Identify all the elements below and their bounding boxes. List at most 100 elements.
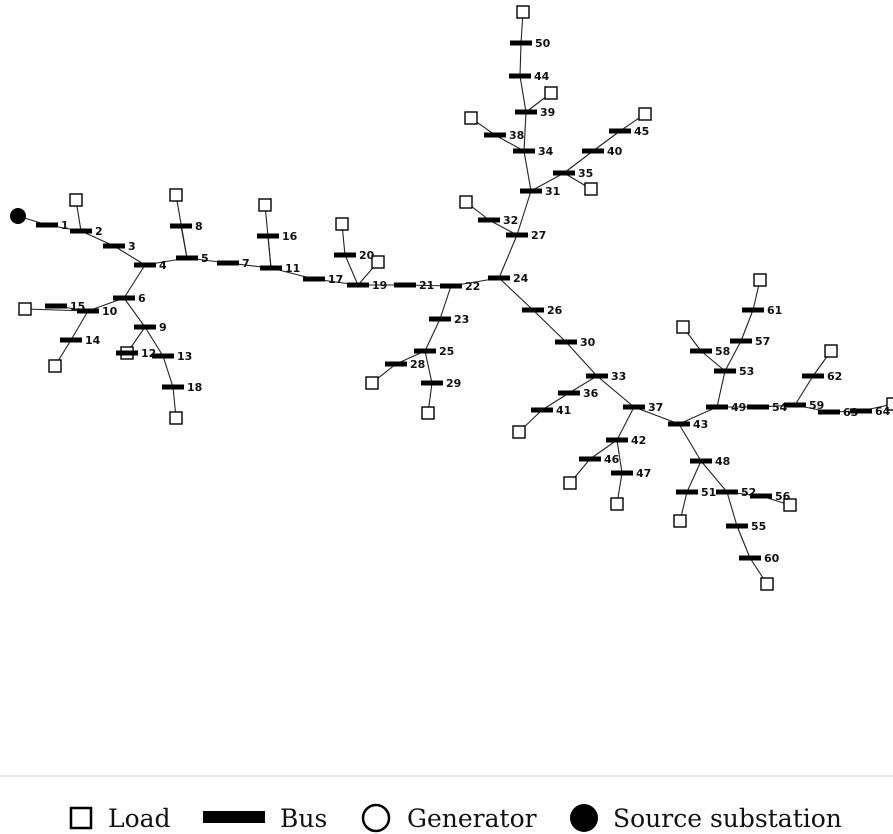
bus-15-bar (45, 303, 67, 309)
loads-layer (18, 5, 893, 591)
bus-23-label: 23 (454, 313, 469, 326)
bus-47-label: 47 (636, 467, 651, 480)
load-square (169, 411, 183, 425)
load-square (365, 376, 379, 390)
bus-58-label: 58 (715, 345, 730, 358)
bus-62-label: 62 (827, 370, 842, 383)
bus-59-label: 59 (809, 399, 824, 412)
feeder-line (498, 234, 518, 279)
bus-34-label: 34 (538, 145, 554, 158)
bus-63-bar (818, 409, 840, 415)
bus-56-bar (750, 493, 772, 499)
bus-37-bar (623, 404, 645, 410)
bus-29-label: 29 (446, 377, 461, 390)
load-square (673, 514, 687, 528)
bus-44-bar (509, 73, 531, 79)
bus-33-label: 33 (611, 370, 626, 383)
bus-17-label: 17 (328, 273, 343, 286)
load-square (69, 193, 83, 207)
bus-59-bar (784, 402, 806, 408)
feeder-line (740, 309, 754, 342)
bus-23-bar (429, 316, 451, 322)
feeder-line (523, 111, 527, 152)
bus-4-label: 4 (159, 259, 167, 272)
load-square (563, 476, 577, 490)
bus-42-label: 42 (631, 434, 646, 447)
bus-18-bar (162, 384, 184, 390)
bus-50-label: 50 (535, 37, 551, 50)
bus-15-label: 15 (70, 300, 85, 313)
feeder-line (794, 375, 814, 406)
bus-6-label: 6 (138, 292, 146, 305)
bus-35-bar (553, 170, 575, 176)
bus-27-bar (506, 232, 528, 238)
load-square (512, 425, 526, 439)
bus-43-bar (668, 421, 690, 427)
load-square (760, 577, 774, 591)
feeder-line (726, 491, 738, 527)
bus-30-bar (555, 339, 577, 345)
bus-37-label: 37 (648, 401, 663, 414)
bus-29-bar (421, 380, 443, 386)
legend-item-bus: Bus (203, 804, 327, 833)
feeder-line (616, 439, 623, 474)
bus-46-bar (579, 456, 601, 462)
bus-30-label: 30 (580, 336, 596, 349)
bus-19-label: 19 (372, 279, 387, 292)
bus-55-label: 55 (751, 520, 766, 533)
bus-50-bar (510, 40, 532, 46)
feeder-line (686, 460, 702, 493)
feeder-line (498, 277, 534, 311)
feeder-line (700, 350, 726, 372)
bus-2-label: 2 (95, 225, 103, 238)
feeder-line (70, 310, 89, 341)
bus-57-bar (730, 338, 752, 344)
bus-52-bar (716, 489, 738, 495)
bus-64-bar (850, 408, 872, 414)
bus-41-bar (531, 407, 553, 413)
bus-64-label: 64 (875, 405, 891, 418)
load-square (459, 195, 473, 209)
bus-39-bar (515, 109, 537, 115)
feeder-line (519, 75, 527, 113)
feeder-line (616, 406, 635, 441)
bus-32-bar (478, 217, 500, 223)
bus-56-label: 56 (775, 490, 791, 503)
bus-18-label: 18 (187, 381, 202, 394)
bus-27-label: 27 (531, 229, 546, 242)
feeder-line (633, 406, 680, 425)
feeder-line (678, 406, 718, 425)
load-square (886, 397, 893, 411)
bus-2-bar (70, 228, 92, 234)
bus-28-label: 28 (410, 358, 425, 371)
load-square (516, 5, 530, 19)
bus-24-bar (488, 275, 510, 281)
bus-62-bar (802, 373, 824, 379)
feeder-line (592, 130, 621, 152)
bus-26-bar (522, 307, 544, 313)
bus-7-bar (217, 260, 239, 266)
bus-57-label: 57 (755, 335, 770, 348)
bus-14-bar (60, 337, 82, 343)
bus-54-bar (747, 404, 769, 410)
bus-11-label: 11 (285, 262, 300, 275)
feeder-line (700, 460, 728, 493)
bus-21-label: 21 (419, 279, 434, 292)
feeder-line (541, 392, 570, 411)
bus-46-label: 46 (604, 453, 620, 466)
bus-33-bar (586, 373, 608, 379)
bus-13-label: 13 (177, 350, 192, 363)
load-square (638, 107, 652, 121)
bus-41-label: 41 (556, 404, 571, 417)
load-square (169, 188, 183, 202)
bus-38-label: 38 (509, 129, 524, 142)
load-square (48, 359, 62, 373)
bus-45-label: 45 (634, 125, 649, 138)
feeder-line (144, 326, 164, 357)
bus-58-bar (690, 348, 712, 354)
bus-10-bar (77, 308, 99, 314)
bus-12-bar (116, 350, 138, 356)
bus-40-bar (582, 148, 604, 154)
feeder-line (568, 375, 598, 394)
